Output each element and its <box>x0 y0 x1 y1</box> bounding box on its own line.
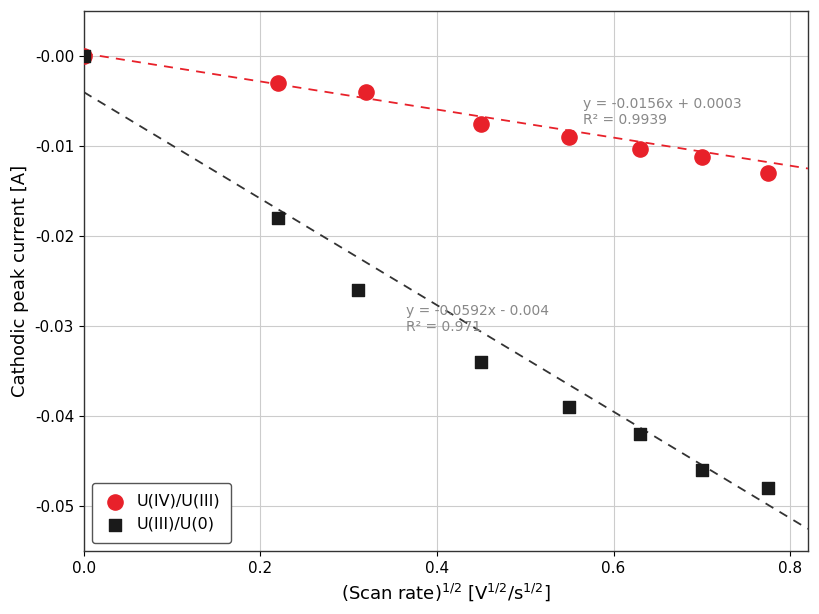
U(IV)/U(III) <box>77 51 90 61</box>
U(III)/U(0) <box>695 465 708 475</box>
U(IV)/U(III) <box>695 152 708 161</box>
U(IV)/U(III) <box>762 168 775 178</box>
Text: y = -0.0156x + 0.0003
R² = 0.9939: y = -0.0156x + 0.0003 R² = 0.9939 <box>582 96 741 126</box>
U(III)/U(0) <box>351 285 364 295</box>
Text: y = -0.0592x - 0.004
R² = 0.971: y = -0.0592x - 0.004 R² = 0.971 <box>406 303 549 334</box>
U(III)/U(0) <box>474 357 487 367</box>
U(IV)/U(III) <box>634 144 647 154</box>
U(IV)/U(III) <box>271 78 284 88</box>
U(IV)/U(III) <box>563 132 576 142</box>
U(III)/U(0) <box>271 213 284 223</box>
U(III)/U(0) <box>634 429 647 439</box>
X-axis label: (Scan rate)$^{1/2}$ [V$^{1/2}$/s$^{1/2}$]: (Scan rate)$^{1/2}$ [V$^{1/2}$/s$^{1/2}$… <box>341 581 550 603</box>
Y-axis label: Cathodic peak current [A]: Cathodic peak current [A] <box>11 165 29 397</box>
U(III)/U(0) <box>563 402 576 412</box>
U(IV)/U(III) <box>360 87 373 97</box>
U(IV)/U(III) <box>474 119 487 128</box>
U(III)/U(0) <box>762 483 775 493</box>
Legend: U(IV)/U(III), U(III)/U(0): U(IV)/U(III), U(III)/U(0) <box>92 483 231 543</box>
U(III)/U(0) <box>77 51 90 61</box>
